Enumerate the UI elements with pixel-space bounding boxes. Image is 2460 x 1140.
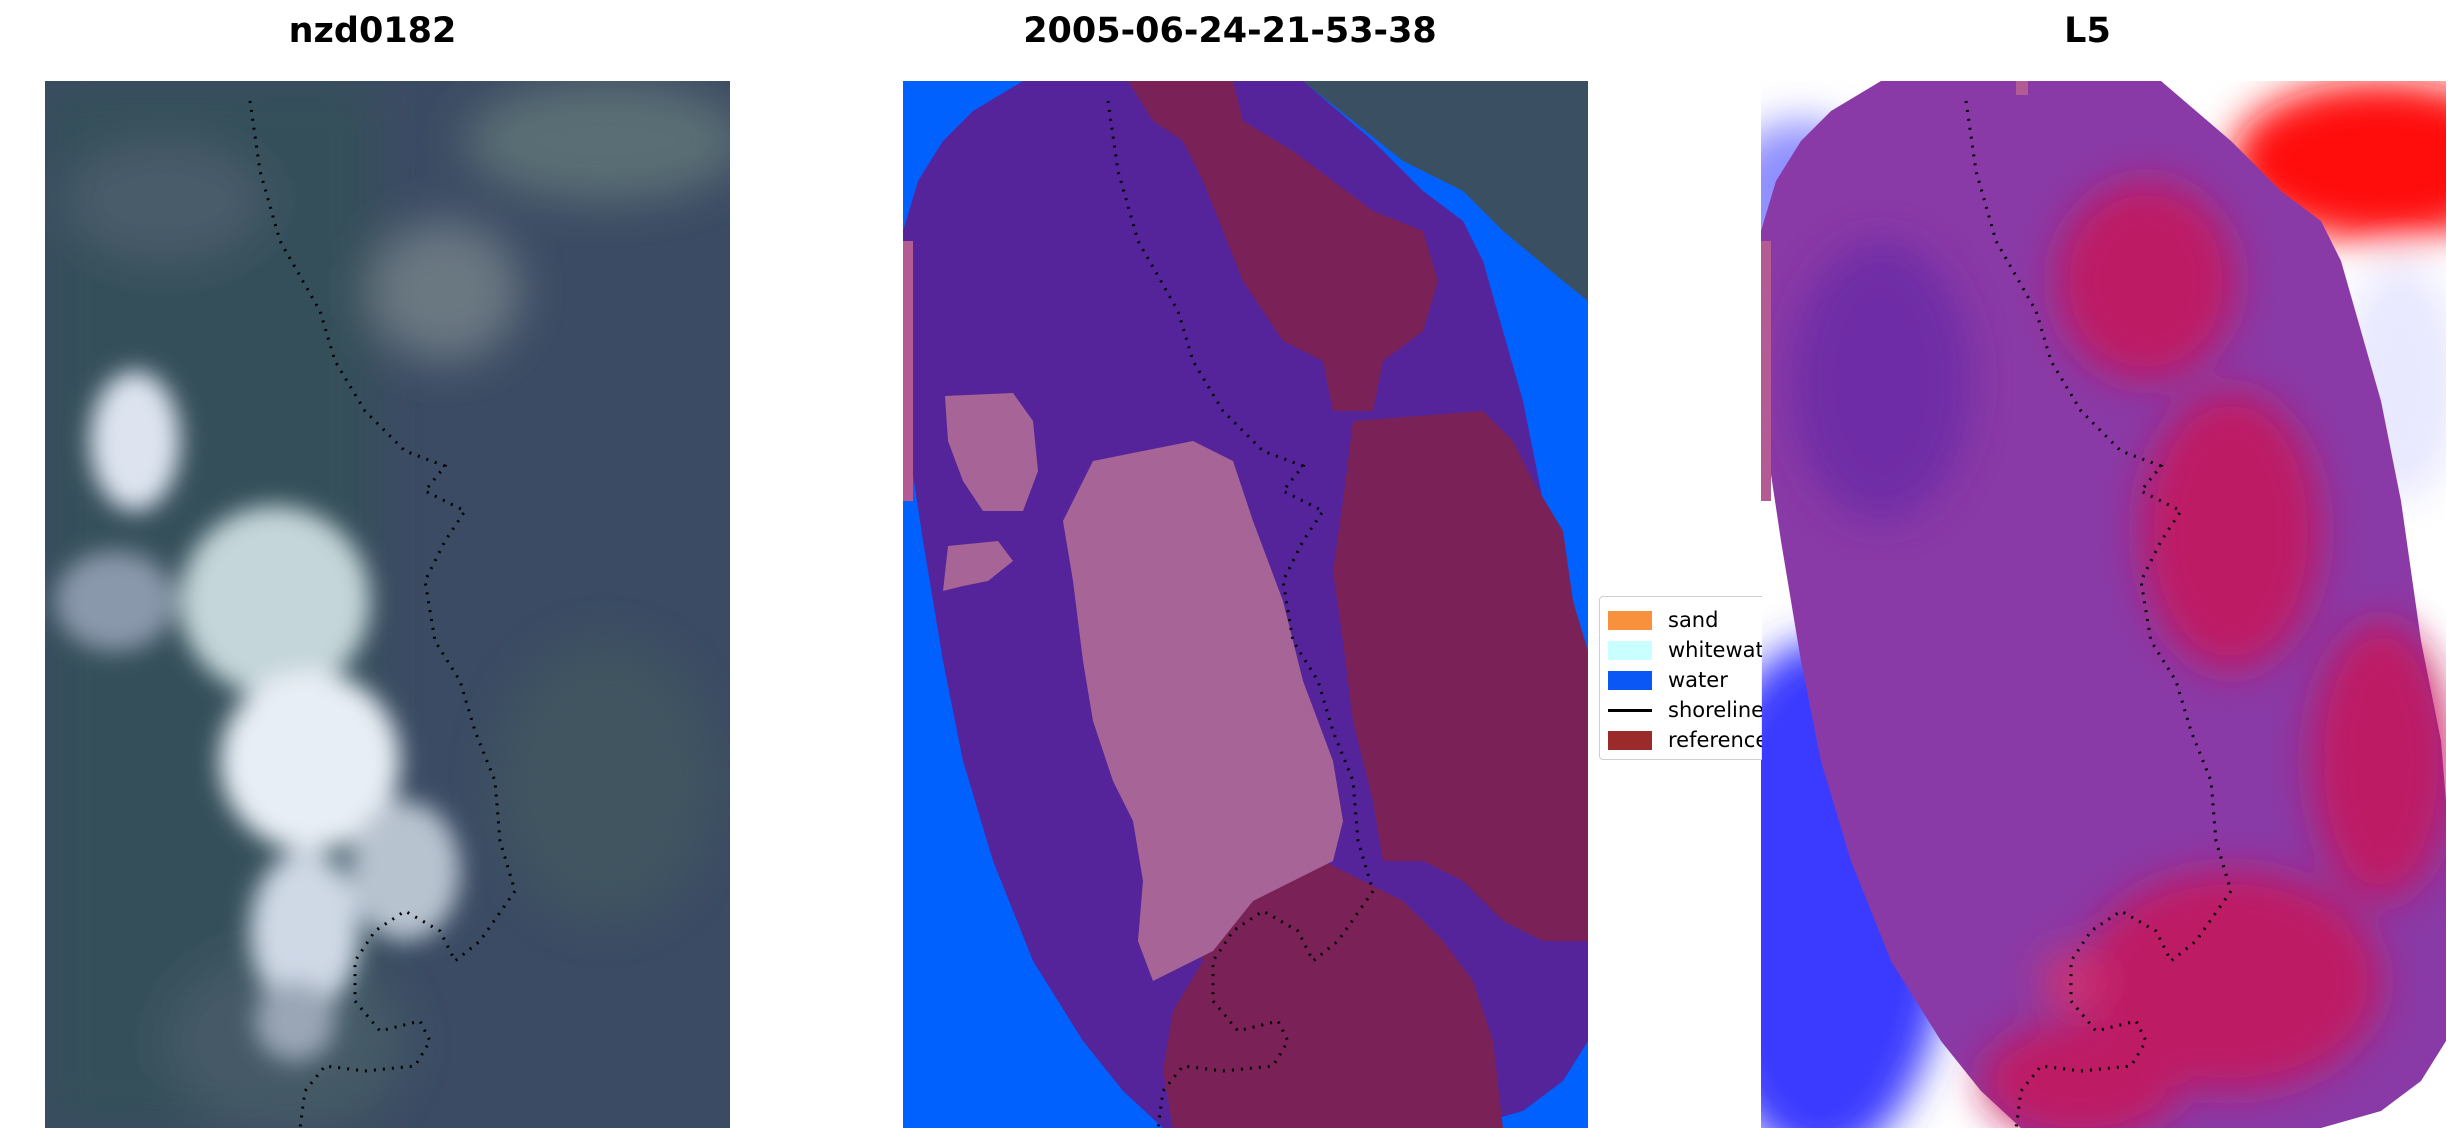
legend-item-whitewater: whitewater	[1608, 635, 1762, 665]
whitewater-overlay	[943, 393, 1343, 981]
legend-label: sand	[1668, 608, 1719, 632]
classification-panel	[903, 81, 1588, 1128]
panel-title-sensor: L5	[2064, 11, 2111, 51]
reference-overlay	[1128, 81, 1588, 1128]
legend-label: reference	[1668, 728, 1762, 752]
heatmap-panel	[1761, 81, 2446, 1128]
water-swatch	[1608, 670, 1652, 690]
panel-title-image: nzd0182	[288, 11, 457, 51]
sand-swatch	[1608, 610, 1652, 630]
legend: sand whitewater water shoreline referenc…	[1599, 596, 1762, 760]
shoreline-path	[1106, 100, 1375, 1128]
whitewater-cloud	[55, 371, 460, 1061]
legend-item-sand: sand	[1608, 605, 1718, 635]
legend-label: whitewater	[1668, 638, 1762, 662]
shoreline-path	[1964, 100, 2233, 1128]
legend-item-shoreline: shoreline	[1608, 695, 1762, 725]
reference-swatch	[1608, 730, 1652, 750]
shoreline-line-swatch	[1608, 708, 1652, 712]
legend-label: shoreline	[1668, 698, 1762, 722]
satellite-image-panel	[45, 81, 730, 1128]
legend-item-reference: reference	[1608, 725, 1762, 755]
shoreline-path	[248, 100, 517, 1128]
panel-title-date: 2005-06-24-21-53-38	[1023, 11, 1437, 51]
legend-item-water: water	[1608, 665, 1728, 695]
whitewater-swatch	[1608, 640, 1652, 660]
legend-label: water	[1668, 668, 1728, 692]
